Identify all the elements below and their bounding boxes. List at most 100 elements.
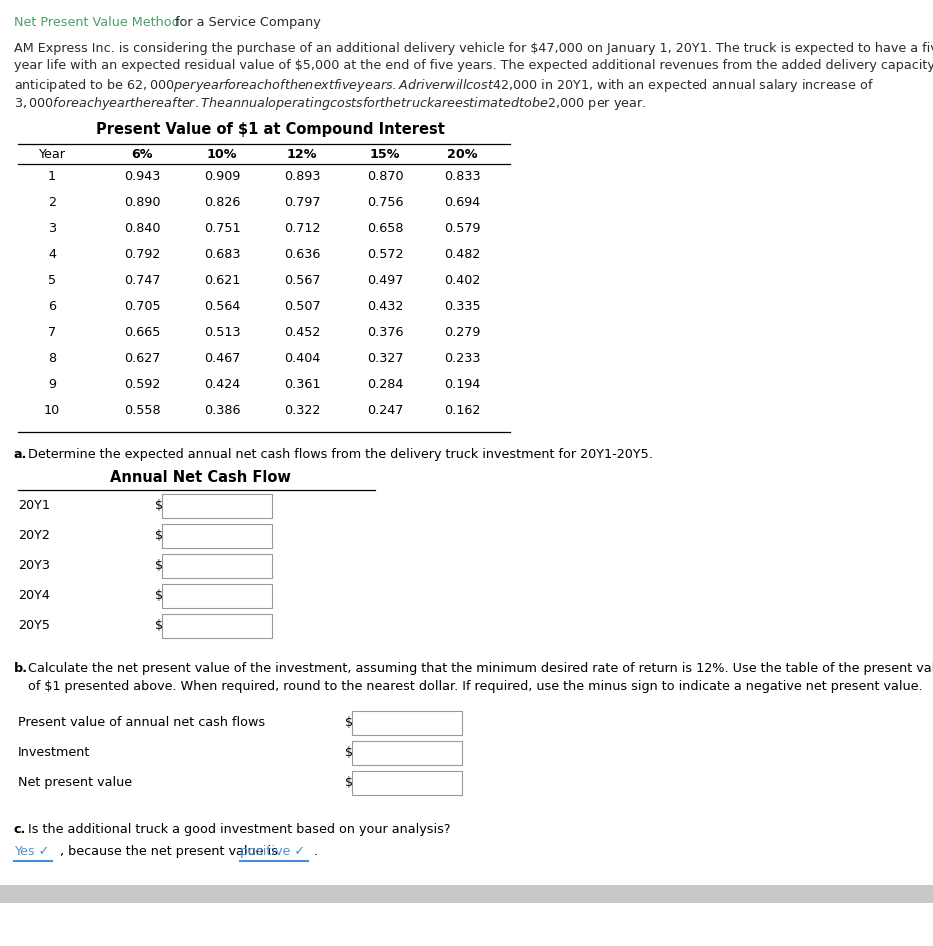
Text: $3,000 for each year thereafter. The annual operating costs for the truck are es: $3,000 for each year thereafter. The ann… <box>14 95 647 112</box>
Text: 0.636: 0.636 <box>284 248 320 261</box>
Text: 0.432: 0.432 <box>367 300 403 313</box>
Text: 0.194: 0.194 <box>444 378 480 391</box>
Text: c.: c. <box>14 823 26 836</box>
Text: 0.322: 0.322 <box>284 404 320 417</box>
Text: 0.513: 0.513 <box>203 326 241 339</box>
Text: Determine the expected annual net cash flows from the delivery truck investment : Determine the expected annual net cash f… <box>28 448 653 461</box>
Text: 20%: 20% <box>447 148 478 161</box>
Text: 0.621: 0.621 <box>203 274 240 287</box>
Text: 0.482: 0.482 <box>444 248 480 261</box>
Text: 0.376: 0.376 <box>367 326 403 339</box>
Text: 0.507: 0.507 <box>284 300 320 313</box>
Text: 0.833: 0.833 <box>444 170 480 183</box>
Text: 0.756: 0.756 <box>367 196 403 209</box>
Text: 8: 8 <box>48 352 56 365</box>
Text: 0.284: 0.284 <box>367 378 403 391</box>
Text: $: $ <box>345 776 353 789</box>
Text: 0.162: 0.162 <box>444 404 480 417</box>
Text: 0.792: 0.792 <box>124 248 160 261</box>
Text: 1: 1 <box>48 170 56 183</box>
Text: 0.467: 0.467 <box>203 352 240 365</box>
Text: 4: 4 <box>48 248 56 261</box>
Bar <box>352 741 462 765</box>
Text: 0.694: 0.694 <box>444 196 480 209</box>
Text: 0.592: 0.592 <box>124 378 160 391</box>
Text: 20Y1: 20Y1 <box>18 499 50 512</box>
Text: 2: 2 <box>48 196 56 209</box>
Text: .: . <box>310 845 318 858</box>
Bar <box>162 614 272 638</box>
Text: 0.335: 0.335 <box>444 300 480 313</box>
Text: 0.497: 0.497 <box>367 274 403 287</box>
Text: 0.627: 0.627 <box>124 352 160 365</box>
Text: 0.564: 0.564 <box>203 300 240 313</box>
Text: 0.683: 0.683 <box>203 248 241 261</box>
Bar <box>352 771 462 795</box>
Text: Present Value of $1 at Compound Interest: Present Value of $1 at Compound Interest <box>95 122 444 137</box>
Text: 0.567: 0.567 <box>284 274 320 287</box>
Text: 7: 7 <box>48 326 56 339</box>
Text: positive ✓: positive ✓ <box>240 845 304 858</box>
Text: 0.840: 0.840 <box>124 222 160 235</box>
Text: 0.452: 0.452 <box>284 326 320 339</box>
Text: 0.572: 0.572 <box>367 248 403 261</box>
Text: 0.665: 0.665 <box>124 326 160 339</box>
Text: 12%: 12% <box>286 148 317 161</box>
Text: AM Express Inc. is considering the purchase of an additional delivery vehicle fo: AM Express Inc. is considering the purch… <box>14 42 933 55</box>
Text: $: $ <box>345 716 353 729</box>
Text: 0.579: 0.579 <box>444 222 480 235</box>
Text: 0.404: 0.404 <box>284 352 320 365</box>
Text: , because the net present value is: , because the net present value is <box>56 845 282 858</box>
Text: Net present value: Net present value <box>18 776 132 789</box>
Text: Yes ✓: Yes ✓ <box>14 845 49 858</box>
Bar <box>162 584 272 608</box>
Bar <box>162 554 272 578</box>
Text: $: $ <box>155 499 163 512</box>
Text: 0.712: 0.712 <box>284 222 320 235</box>
Text: Is the additional truck a good investment based on your analysis?: Is the additional truck a good investmen… <box>28 823 451 836</box>
Text: 0.361: 0.361 <box>284 378 320 391</box>
Text: 10: 10 <box>44 404 60 417</box>
Text: 3: 3 <box>48 222 56 235</box>
Text: for a Service Company: for a Service Company <box>171 16 321 29</box>
Text: 0.558: 0.558 <box>124 404 160 417</box>
Text: a.: a. <box>14 448 27 461</box>
Text: $: $ <box>155 589 163 602</box>
Text: Year: Year <box>38 148 65 161</box>
Text: anticipated to be $62,000 per year for each of the next five years. A driver wil: anticipated to be $62,000 per year for e… <box>14 77 874 94</box>
Text: 15%: 15% <box>369 148 400 161</box>
Text: 0.943: 0.943 <box>124 170 160 183</box>
Text: 5: 5 <box>48 274 56 287</box>
Text: 20Y4: 20Y4 <box>18 589 49 602</box>
Text: Calculate the net present value of the investment, assuming that the minimum des: Calculate the net present value of the i… <box>28 662 933 675</box>
Text: Annual Net Cash Flow: Annual Net Cash Flow <box>109 470 290 485</box>
Text: 0.233: 0.233 <box>444 352 480 365</box>
Text: Present value of annual net cash flows: Present value of annual net cash flows <box>18 716 265 729</box>
Text: year life with an expected residual value of $5,000 at the end of five years. Th: year life with an expected residual valu… <box>14 60 933 73</box>
Text: of $1 presented above. When required, round to the nearest dollar. If required, : of $1 presented above. When required, ro… <box>28 679 923 692</box>
Text: 0.424: 0.424 <box>204 378 240 391</box>
Text: 20Y3: 20Y3 <box>18 559 50 572</box>
Text: 0.658: 0.658 <box>367 222 403 235</box>
Text: 0.890: 0.890 <box>124 196 160 209</box>
Text: 20Y2: 20Y2 <box>18 529 49 542</box>
Text: 0.279: 0.279 <box>444 326 480 339</box>
Text: 0.386: 0.386 <box>203 404 241 417</box>
Text: 0.870: 0.870 <box>367 170 403 183</box>
Text: 6: 6 <box>48 300 56 313</box>
Text: 0.893: 0.893 <box>284 170 320 183</box>
Text: 10%: 10% <box>207 148 237 161</box>
Text: $: $ <box>155 529 163 542</box>
Text: 0.751: 0.751 <box>203 222 241 235</box>
Text: b.: b. <box>14 662 28 675</box>
Bar <box>162 524 272 548</box>
Text: Investment: Investment <box>18 746 91 759</box>
Text: $: $ <box>155 559 163 572</box>
Text: 6%: 6% <box>132 148 153 161</box>
Text: 0.826: 0.826 <box>203 196 240 209</box>
Text: 0.909: 0.909 <box>203 170 240 183</box>
Bar <box>0 885 933 903</box>
Text: 0.747: 0.747 <box>124 274 160 287</box>
Text: 0.247: 0.247 <box>367 404 403 417</box>
Text: 0.402: 0.402 <box>444 274 480 287</box>
